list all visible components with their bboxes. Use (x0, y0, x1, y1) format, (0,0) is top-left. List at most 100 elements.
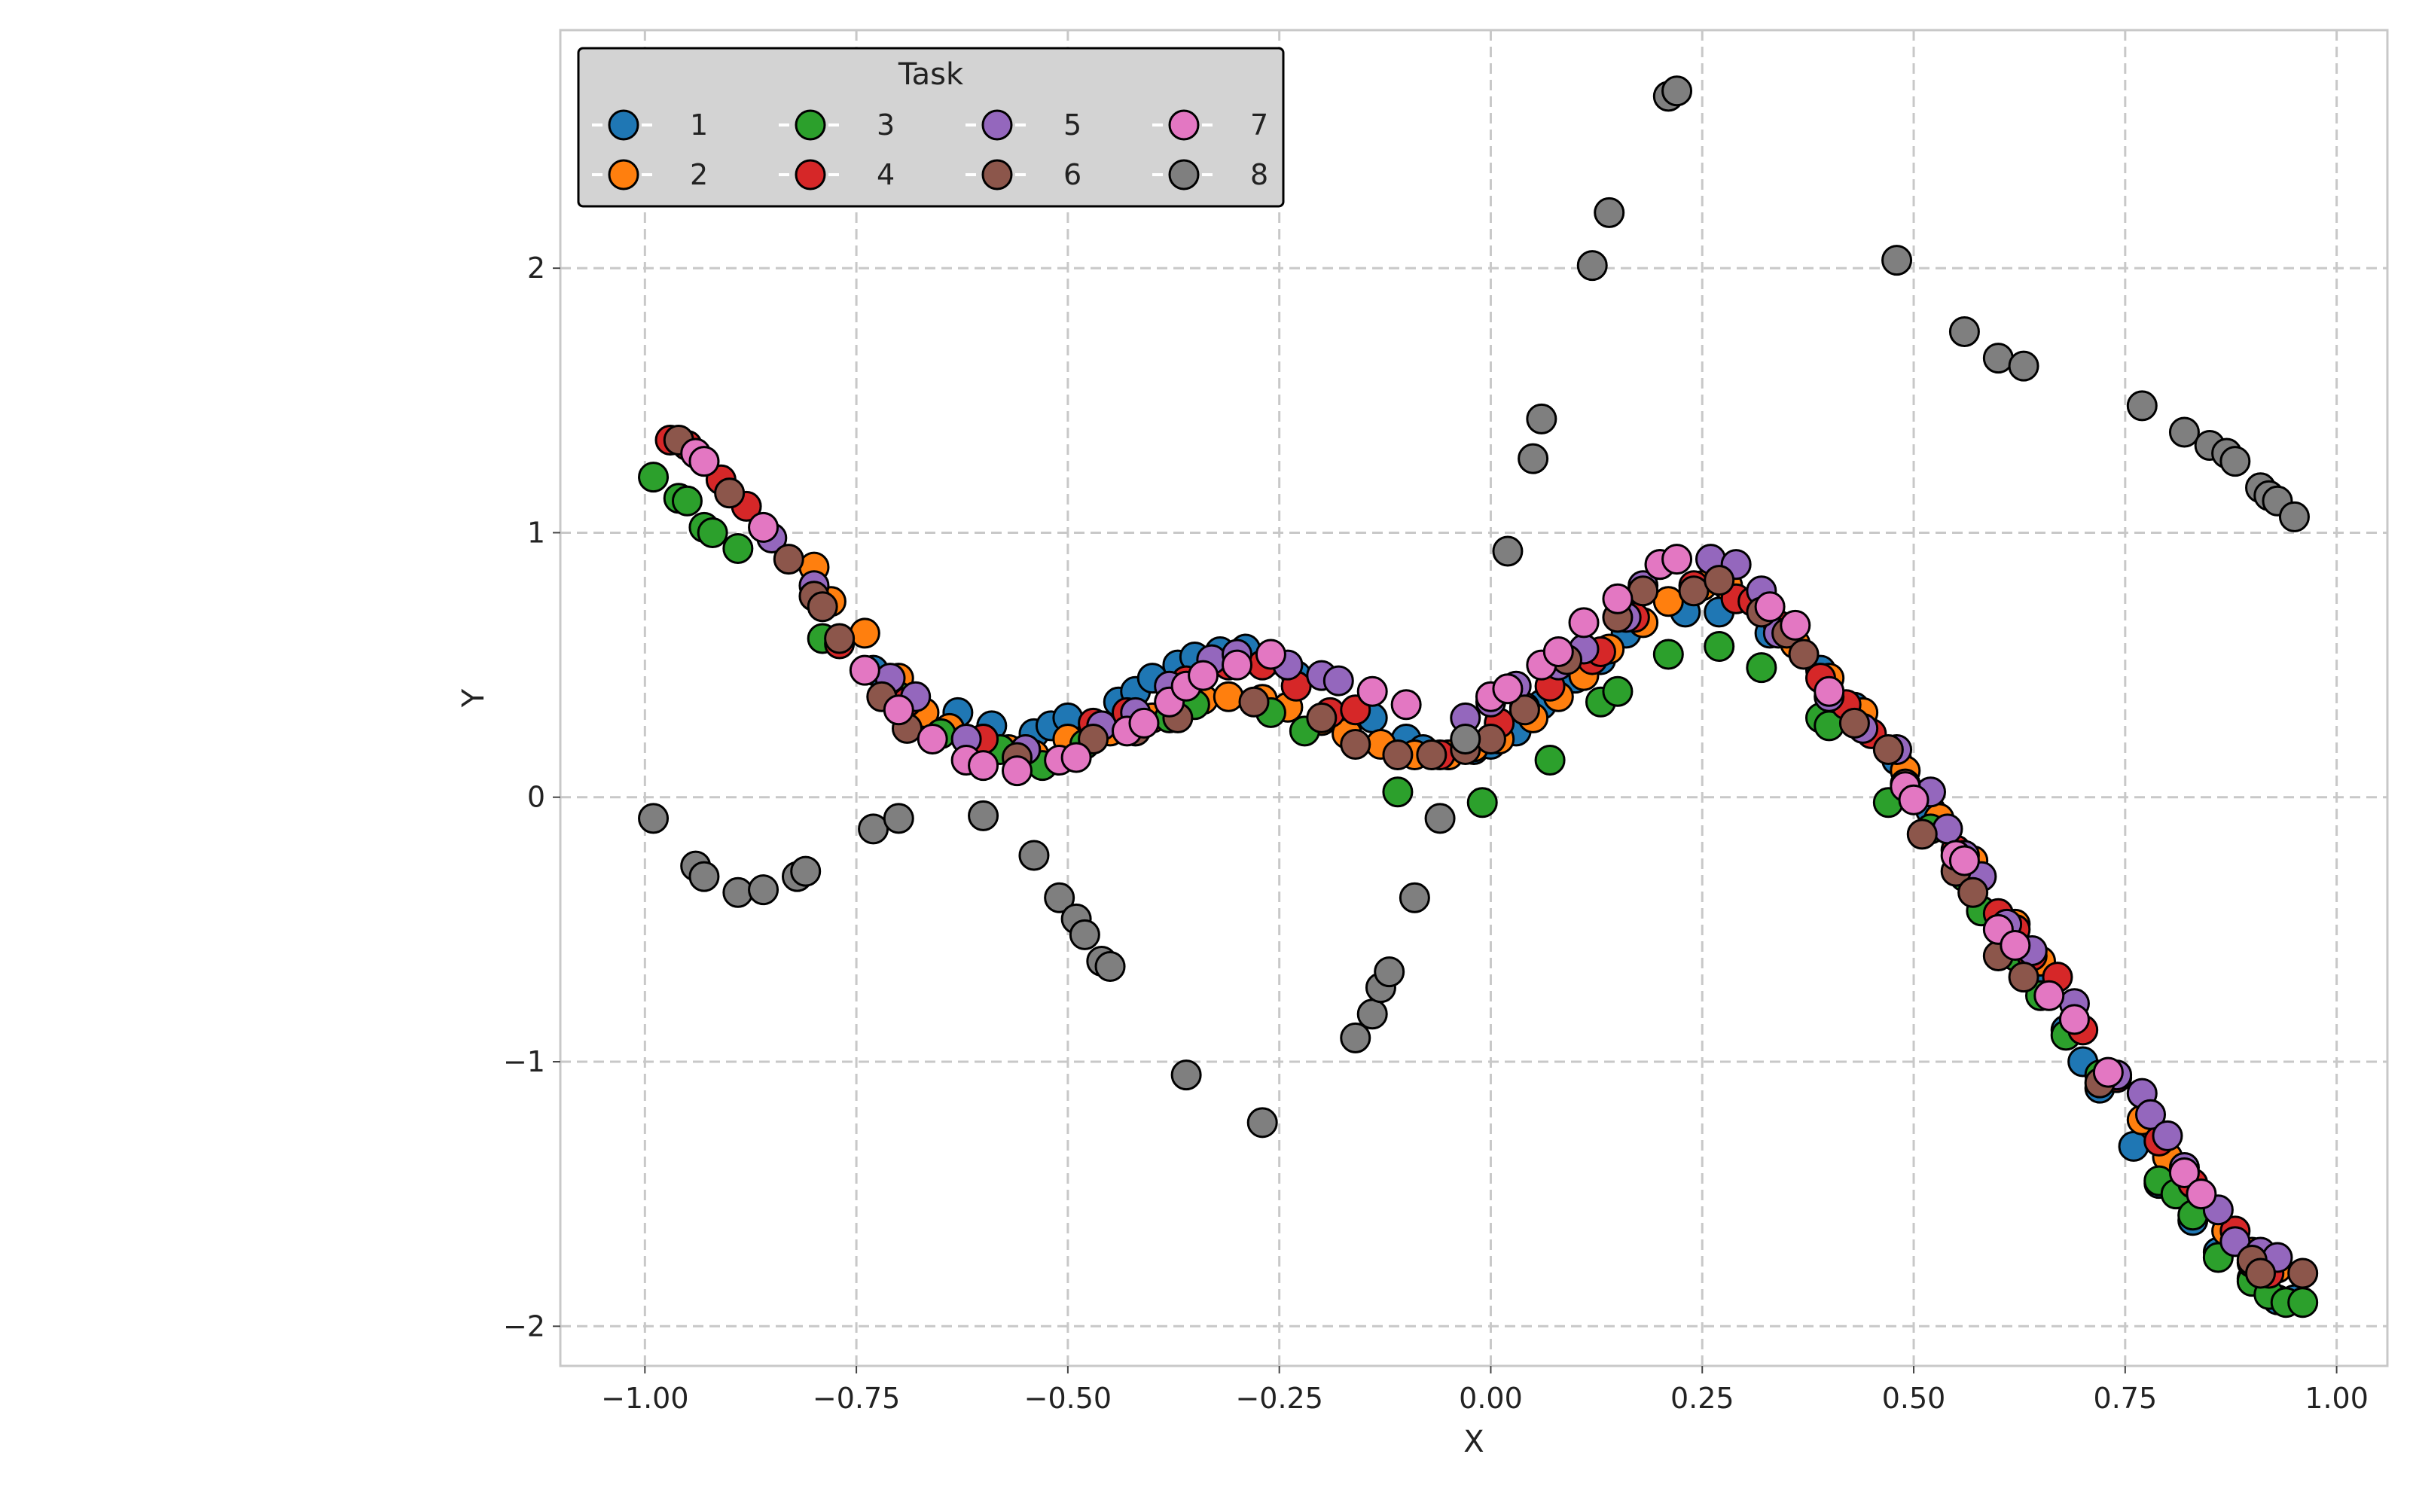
legend-item-7: 7 (1152, 108, 1268, 142)
y-tick-label: −2 (503, 1309, 545, 1343)
data-point-task-6 (1704, 565, 1735, 596)
data-point-task-8 (1518, 443, 1549, 474)
data-point-task-7 (917, 723, 948, 754)
data-point-task-2 (1213, 681, 1244, 712)
data-point-task-7 (1002, 755, 1033, 787)
legend-label: 7 (1250, 108, 1268, 142)
data-point-task-7 (2000, 929, 2031, 961)
data-point-task-8 (2126, 390, 2158, 422)
data-point-task-3 (722, 533, 754, 565)
legend-label: 8 (1250, 158, 1268, 191)
series-8-points (638, 75, 2310, 1139)
data-point-task-8 (1881, 245, 1913, 276)
data-point-task-6 (2008, 962, 2039, 993)
legend-title: Task (898, 57, 964, 92)
data-point-task-6 (1306, 702, 1338, 733)
data-point-task-7 (849, 654, 880, 686)
data-point-task-8 (1661, 75, 1693, 107)
legend-marker (981, 109, 1013, 141)
data-point-task-7 (1060, 742, 1092, 773)
data-point-task-6 (1382, 739, 1414, 771)
x-tick-label: 0.75 (2094, 1382, 2158, 1415)
data-point-task-3 (671, 485, 703, 517)
data-point-task-8 (968, 800, 999, 831)
data-point-task-8 (1492, 535, 1524, 567)
legend-item-2: 2 (592, 158, 708, 191)
data-point-task-8 (748, 874, 779, 906)
legend-item-6: 6 (966, 158, 1081, 191)
x-tick-label: 0.50 (1882, 1382, 1946, 1415)
legend-box (577, 47, 1285, 208)
plot-area (559, 29, 2389, 1367)
data-point-task-6 (773, 544, 804, 575)
data-point-task-8 (1450, 723, 1481, 754)
data-point-task-8 (883, 803, 914, 834)
data-point-task-5 (2135, 1099, 2167, 1130)
x-tick-label: 1.00 (2305, 1382, 2369, 1415)
data-point-task-7 (1390, 689, 1422, 721)
data-point-task-8 (2168, 416, 2200, 448)
data-point-task-7 (2186, 1178, 2217, 1210)
x-tick-label: 0.00 (1459, 1382, 1523, 1415)
legend-marker (795, 109, 826, 141)
data-point-task-6 (1509, 694, 1540, 726)
data-point-task-8 (1594, 197, 1625, 228)
data-point-task-8 (1069, 919, 1100, 950)
y-axis-label: Y (456, 688, 491, 708)
data-point-task-8 (1340, 1022, 1371, 1053)
data-point-task-3 (697, 517, 728, 548)
data-point-task-7 (1128, 707, 1160, 739)
data-point-task-7 (2058, 1004, 2090, 1035)
y-tick-label: 2 (527, 251, 545, 285)
data-point-task-7 (968, 750, 999, 782)
data-point-task-6 (824, 623, 856, 654)
legend-label: 3 (877, 108, 895, 142)
data-point-task-6 (1627, 575, 1659, 607)
data-point-task-7 (1188, 660, 1219, 691)
legend-marker (981, 159, 1013, 191)
data-point-task-7 (1780, 609, 1811, 641)
data-point-task-8 (1018, 840, 1050, 871)
legend-item-1: 1 (592, 108, 708, 142)
data-point-task-7 (1661, 544, 1693, 575)
series-7-points (680, 437, 2217, 1210)
data-point-task-8 (2008, 350, 2039, 382)
data-point-task-6 (1872, 734, 1904, 766)
data-point-task-6 (1340, 728, 1371, 760)
data-point-task-7 (1492, 673, 1524, 705)
legend-label: 5 (1063, 108, 1081, 142)
data-point-task-6 (1838, 707, 1870, 739)
data-point-task-6 (714, 477, 746, 509)
data-point-task-7 (1948, 845, 1980, 876)
data-point-task-8 (790, 855, 822, 887)
legend-marker (795, 159, 826, 191)
legend-marker (608, 159, 639, 191)
x-tick-label: 0.25 (1670, 1382, 1734, 1415)
data-point-task-8 (1246, 1107, 1278, 1139)
data-point-task-6 (1416, 739, 1447, 771)
y-tick-label: 0 (527, 781, 545, 814)
data-point-task-7 (1222, 649, 1253, 681)
data-point-task-8 (2219, 446, 2251, 477)
data-point-task-6 (2287, 1257, 2319, 1289)
data-point-task-6 (1906, 818, 1938, 850)
legend-label: 1 (690, 108, 708, 142)
data-point-task-7 (1898, 784, 1929, 815)
data-point-task-3 (2287, 1287, 2319, 1318)
data-point-task-8 (1424, 803, 1456, 834)
data-point-task-3 (1652, 639, 1684, 670)
data-points (638, 75, 2319, 1318)
data-point-task-7 (2092, 1056, 2124, 1088)
legend-item-3: 3 (779, 108, 895, 142)
data-point-task-7 (1814, 675, 1845, 707)
data-point-task-3 (1704, 630, 1735, 662)
data-point-task-7 (1602, 583, 1634, 614)
data-point-task-8 (688, 861, 720, 892)
data-point-task-3 (1534, 745, 1566, 776)
data-point-task-8 (1044, 882, 1075, 913)
data-point-task-8 (1982, 343, 2014, 374)
data-point-task-5 (1322, 665, 1354, 697)
data-point-task-6 (1957, 876, 1989, 908)
data-point-task-7 (883, 694, 914, 726)
data-point-task-7 (688, 446, 720, 477)
